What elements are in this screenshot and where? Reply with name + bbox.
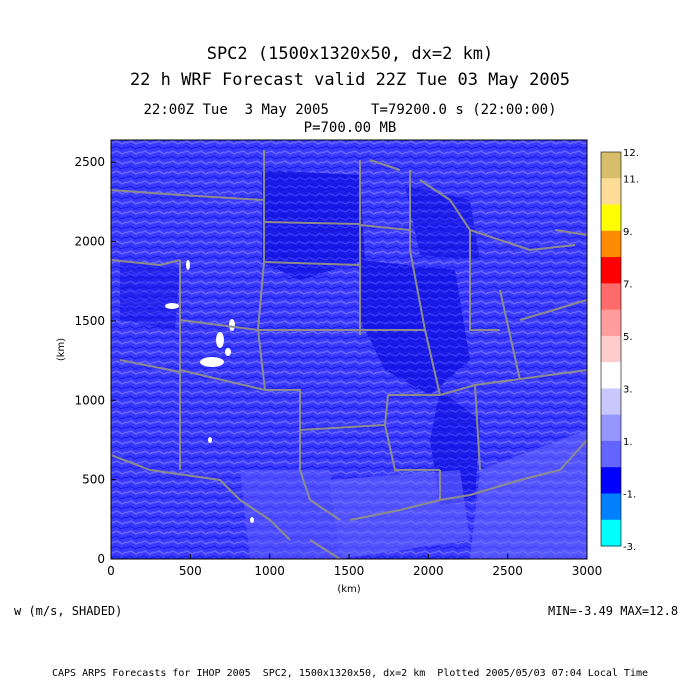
title-line-3: 22:00Z Tue 3 May 2005 T=79200.0 s (22:00… xyxy=(143,102,557,118)
colorbar-label: 1. xyxy=(623,437,633,448)
colorbar-swatch xyxy=(601,204,621,232)
colorbar-label: 9. xyxy=(623,227,633,238)
colorbar: 12. 11. 9. 7. 5. 3. 1. -1. -3. xyxy=(600,148,639,553)
colorbar-label: 3. xyxy=(623,384,633,395)
x-tick-label: 2500 xyxy=(492,564,523,578)
x-axis-label: (km) xyxy=(337,584,360,595)
field-name: w (m/s, SHADED) xyxy=(14,604,123,618)
colorbar-frame xyxy=(600,151,622,547)
boundary-lines xyxy=(111,150,587,559)
colorbar-swatch xyxy=(601,257,621,284)
colorbar-label: 12. xyxy=(623,148,639,159)
x-tick-label: 1500 xyxy=(334,564,365,578)
x-tick-label: 2000 xyxy=(413,564,444,578)
x-axis: 0 500 1000 1500 2000 2500 3000 (km) xyxy=(107,554,602,595)
colorbar-swatch xyxy=(601,335,621,363)
colorbar-swatch xyxy=(601,467,621,494)
title-line-1: SPC2 (1500x1320x50, dx=2 km) xyxy=(206,44,494,64)
colorbar-label: 5. xyxy=(623,332,633,343)
colorbar-swatch xyxy=(601,519,621,547)
x-tick-label: 1000 xyxy=(254,564,285,578)
x-tick-label: 0 xyxy=(107,564,115,578)
credit-line: CAPS ARPS Forecasts for IHOP 2005 SPC2, … xyxy=(51,668,649,679)
x-tick-label: 3000 xyxy=(572,564,603,578)
y-tick-label: 1500 xyxy=(74,314,105,328)
y-tick-label: 0 xyxy=(97,552,105,566)
y-axis: 0 500 1000 1500 2000 2500 (km) xyxy=(56,155,116,566)
colorbar-swatch xyxy=(601,230,621,258)
y-tick-label: 2000 xyxy=(74,235,105,249)
colorbar-swatch xyxy=(601,152,621,179)
colorbar-swatch xyxy=(601,414,621,442)
title-line-4: P=700.00 MB xyxy=(303,120,397,136)
colorbar-swatch xyxy=(601,283,621,311)
colorbar-swatch xyxy=(601,309,621,337)
colorbar-label: 11. xyxy=(623,174,639,185)
colorbar-label: -3. xyxy=(623,542,636,553)
title-line-2: 22 h WRF Forecast valid 22Z Tue 03 May 2… xyxy=(129,70,571,90)
x-tick-label: 500 xyxy=(179,564,202,578)
field-stats: MIN=-3.49 MAX=12.8 xyxy=(548,604,679,618)
colorbar-label: 7. xyxy=(623,279,633,290)
colorbar-swatch xyxy=(601,362,621,389)
w-field xyxy=(111,140,587,559)
colorbar-swatch xyxy=(601,388,621,416)
colorbar-swatch xyxy=(601,440,621,468)
y-tick-label: 1000 xyxy=(74,393,105,407)
y-tick-label: 2500 xyxy=(74,155,105,169)
y-axis-label: (km) xyxy=(56,338,67,361)
colorbar-swatch xyxy=(601,493,621,521)
colorbar-label: -1. xyxy=(623,489,636,500)
colorbar-swatch xyxy=(601,178,621,206)
y-tick-label: 500 xyxy=(82,473,105,487)
